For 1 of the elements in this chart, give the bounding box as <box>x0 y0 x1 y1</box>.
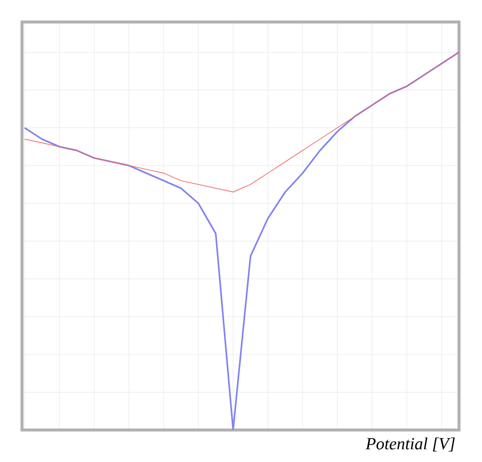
x-axis-title: Potential [V] <box>366 438 455 452</box>
